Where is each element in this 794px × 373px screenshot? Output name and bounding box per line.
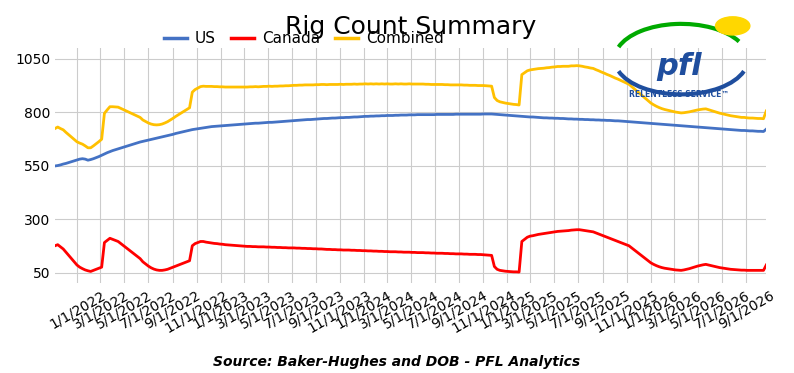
Circle shape bbox=[715, 17, 750, 35]
Legend: US, Canada, Combined: US, Canada, Combined bbox=[158, 25, 449, 52]
Text: pfl: pfl bbox=[657, 52, 702, 81]
Title: Rig Count Summary: Rig Count Summary bbox=[285, 15, 536, 39]
Text: Source: Baker-Hughes and DOB - PFL Analytics: Source: Baker-Hughes and DOB - PFL Analy… bbox=[214, 355, 580, 369]
Text: RELENTLESS SERVICE™: RELENTLESS SERVICE™ bbox=[630, 90, 730, 99]
